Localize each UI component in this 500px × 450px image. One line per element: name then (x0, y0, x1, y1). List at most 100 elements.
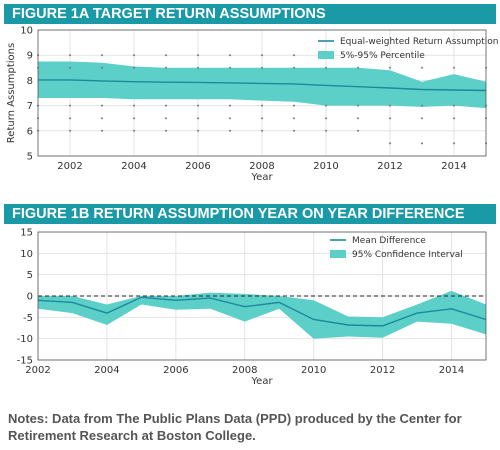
x-tick-label: 2012 (377, 161, 402, 172)
scatter-point (197, 66, 199, 69)
x-tick-label: 2002 (25, 365, 50, 376)
scatter-point (421, 142, 423, 145)
scatter-point (133, 129, 135, 132)
legend-label: 5%-95% Percentile (340, 51, 425, 61)
y-tick-label: 9 (27, 51, 33, 62)
y-tick-label: 7 (27, 101, 33, 112)
scatter-point (293, 54, 295, 57)
y-tick-label: 10 (20, 26, 33, 37)
scatter-point (261, 117, 263, 120)
scatter-point (133, 66, 135, 69)
scatter-point (261, 129, 263, 132)
scatter-point (133, 104, 135, 107)
scatter-point (325, 117, 327, 120)
scatter-point (229, 104, 231, 107)
y-tick-label: 5 (27, 270, 33, 281)
scatter-point (421, 117, 423, 120)
scatter-point (421, 66, 423, 69)
y-tick-label: -5 (23, 313, 33, 324)
y-axis-label: Return Assumptions (6, 43, 17, 143)
scatter-point (453, 142, 455, 145)
legend-band-swatch (330, 250, 346, 258)
scatter-point (229, 117, 231, 120)
scatter-point (69, 66, 71, 69)
x-axis-label: Year (250, 172, 273, 183)
scatter-point (69, 104, 71, 107)
x-tick-label: 2006 (163, 365, 188, 376)
notes-text: Notes: Data from The Public Plans Data (… (8, 411, 462, 443)
x-tick-label: 2004 (121, 161, 146, 172)
scatter-point (293, 129, 295, 132)
scatter-point (389, 117, 391, 120)
legend-label: Equal-weighted Return Assumption (340, 37, 499, 47)
figure-1b-banner: FIGURE 1B RETURN ASSUMPTION YEAR ON YEAR… (4, 204, 496, 224)
scatter-point (389, 142, 391, 145)
x-tick-label: 2008 (232, 365, 257, 376)
chart-1a: 5 6 7 8 9 10 2002 2004 2006 2008 2010 2012 2014 Year R… (6, 26, 499, 184)
x-tick-label: 2014 (439, 365, 464, 376)
scatter-point (293, 117, 295, 120)
x-axis-label: Year (250, 376, 273, 387)
scatter-point (229, 129, 231, 132)
scatter-point (165, 66, 167, 69)
x-tick-label: 2012 (370, 365, 395, 376)
scatter-point (197, 117, 199, 120)
legend-band-swatch (318, 51, 334, 59)
x-tick-label: 2014 (441, 161, 466, 172)
series-line (38, 79, 487, 92)
scatter-point (101, 66, 103, 69)
scatter-point (101, 129, 103, 132)
x-tick-label: 2002 (57, 161, 82, 172)
scatter-point (197, 129, 199, 132)
scatter-point (357, 66, 359, 69)
scatter-point (293, 104, 295, 107)
scatter-point (293, 66, 295, 69)
chart-1b: -15 -10 -5 0 5 10 15 2002 2004 2006 2008 2010 2012 20… (17, 228, 487, 387)
x-tick-label: 2008 (249, 161, 274, 172)
y-tick-label: 5 (27, 152, 33, 163)
scatter-point (133, 54, 135, 57)
x-tick-label: 2010 (313, 161, 338, 172)
scatter-point (165, 104, 167, 107)
scatter-point (453, 104, 455, 107)
y-tick-label: 0 (27, 292, 33, 303)
legend-label: 95% Confidence Interval (352, 250, 463, 260)
scatter-point (389, 104, 391, 107)
plot-frame (37, 29, 487, 157)
figure-1a-banner: FIGURE 1A TARGET RETURN ASSUMPTIONS (4, 4, 496, 24)
scatter-point (101, 54, 103, 57)
y-tick-label: 10 (20, 249, 33, 260)
x-tick-label: 2010 (301, 365, 326, 376)
band-area (38, 61, 486, 109)
scatter-point (69, 117, 71, 120)
plot-frame (37, 231, 487, 361)
x-tick-label: 2006 (185, 161, 210, 172)
scatter-point (101, 117, 103, 120)
y-tick-label: 6 (27, 126, 33, 137)
scatter-point (357, 117, 359, 120)
x-tick-label: 2004 (94, 365, 119, 376)
scatter-point (357, 129, 359, 132)
scatter-point (357, 104, 359, 107)
scatter-point (69, 129, 71, 132)
scatter-point (453, 66, 455, 69)
scatter-point (133, 117, 135, 120)
scatter-point (197, 104, 199, 107)
scatter-point (229, 66, 231, 69)
scatter-point (261, 54, 263, 57)
y-tick-label: 15 (20, 228, 33, 239)
y-tick-label: -15 (17, 356, 33, 367)
series-line (37, 296, 487, 327)
scatter-point (165, 54, 167, 57)
scatter-point (325, 129, 327, 132)
scatter-point (165, 129, 167, 132)
band-area (38, 290, 486, 339)
scatter-point (325, 104, 327, 107)
scatter-point (197, 54, 199, 57)
scatter-point (421, 104, 423, 107)
scatter-point (229, 54, 231, 57)
y-tick-label: -10 (17, 334, 33, 345)
scatter-point (261, 66, 263, 69)
scatter-point (389, 66, 391, 69)
scatter-point (101, 104, 103, 107)
